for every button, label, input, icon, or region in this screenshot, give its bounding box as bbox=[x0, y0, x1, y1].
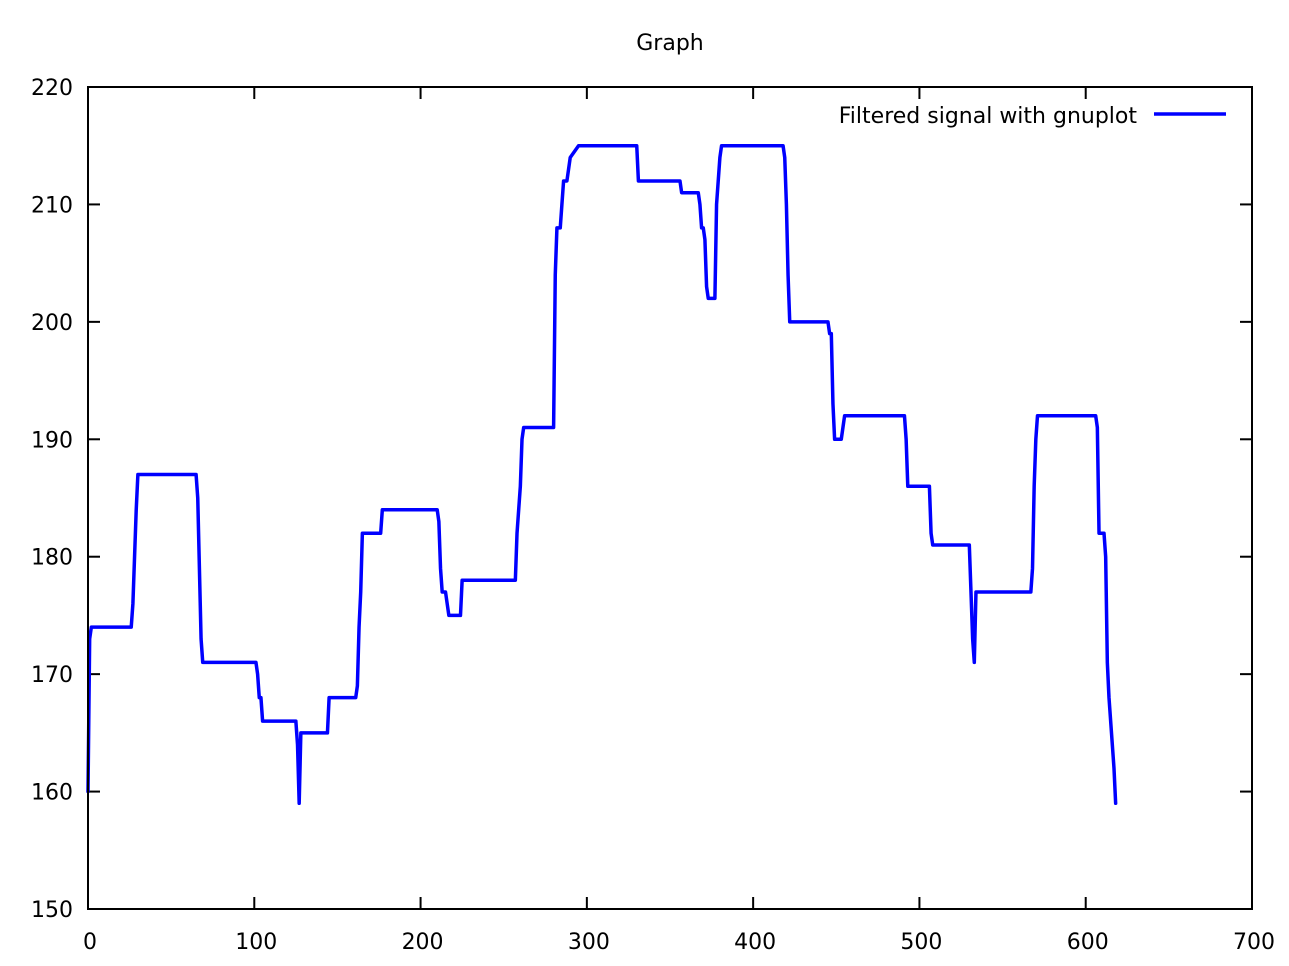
axis-ticks bbox=[87, 86, 1253, 910]
y-tick-label: 170 bbox=[31, 663, 73, 688]
y-tick-label: 210 bbox=[31, 193, 73, 218]
y-tick-label: 200 bbox=[31, 311, 73, 336]
plot-frame bbox=[87, 86, 1253, 910]
legend-label: Filtered signal with gnuplot bbox=[839, 104, 1138, 129]
y-tick-label: 160 bbox=[31, 781, 73, 806]
y-tick-label: 180 bbox=[31, 546, 73, 571]
x-tick-label: 600 bbox=[1067, 930, 1109, 955]
x-tick-label: 400 bbox=[734, 930, 776, 955]
series-lines bbox=[86, 143, 1118, 806]
y-tick-label: 150 bbox=[31, 898, 73, 923]
legend: Filtered signal with gnuplot bbox=[839, 104, 1226, 129]
x-tick-label: 500 bbox=[900, 930, 942, 955]
x-tick-label: 0 bbox=[83, 930, 97, 955]
chart-title: Graph bbox=[636, 31, 703, 56]
y-tick-label: 190 bbox=[31, 428, 73, 453]
x-tick-label: 100 bbox=[235, 930, 277, 955]
x-tick-label: 300 bbox=[568, 930, 610, 955]
tick-labels: 0 100 200 300 400 500 600 700 150 160 170 180 190 200… bbox=[31, 76, 1275, 955]
x-tick-label: 200 bbox=[402, 930, 444, 955]
y-tick-label: 220 bbox=[31, 76, 73, 101]
series-line bbox=[86, 143, 1118, 806]
x-tick-label: 700 bbox=[1233, 930, 1275, 955]
